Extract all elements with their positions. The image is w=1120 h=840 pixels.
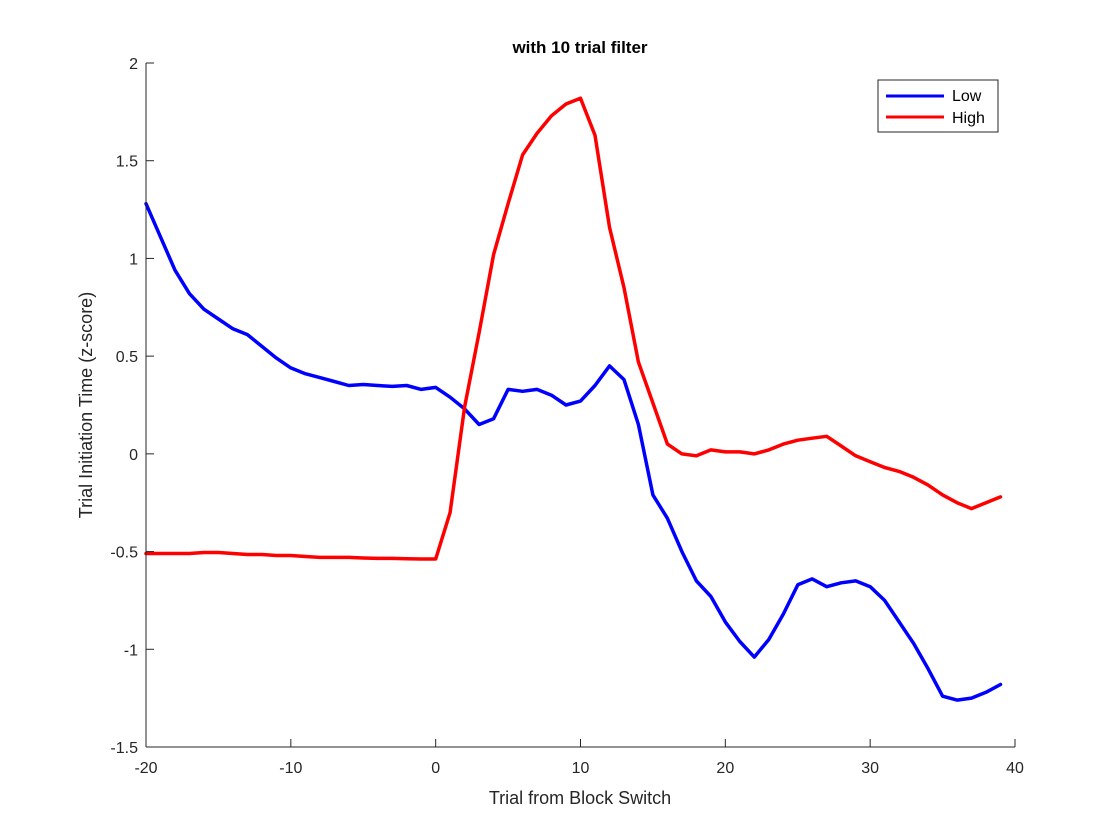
legend-label-low: Low <box>952 88 982 105</box>
x-tick-label: -20 <box>134 760 157 777</box>
y-tick-label: 0 <box>129 447 138 464</box>
y-ticks: -1.5 -1 -0.5 0 0.5 1 1.5 2 <box>110 56 154 757</box>
x-tick-label: 30 <box>861 760 879 777</box>
y-axis-label: Trial Initiation Time (z-score) <box>76 292 96 518</box>
y-tick-label: -1 <box>124 642 138 659</box>
legend: Low High <box>877 79 999 133</box>
y-tick-label: -1.5 <box>110 740 138 757</box>
y-tick-label: -0.5 <box>110 545 138 562</box>
series-lines <box>144 96 1003 702</box>
legend-label-high: High <box>952 110 985 127</box>
y-tick-label: 1.5 <box>116 154 138 171</box>
x-ticks: -20 -10 0 10 20 30 40 <box>134 739 1024 777</box>
x-tick-label: 40 <box>1006 760 1024 777</box>
y-tick-label: 1 <box>129 251 138 268</box>
chart-title: with 10 trial filter <box>511 38 647 57</box>
x-tick-label: 20 <box>716 760 734 777</box>
plot-background <box>146 63 1015 747</box>
series-line-low <box>144 201 1003 702</box>
series-line-high <box>144 96 1003 561</box>
legend-box <box>877 79 999 133</box>
y-tick-label: 2 <box>129 56 138 73</box>
x-tick-label: -10 <box>279 760 302 777</box>
x-axis-label: Trial from Block Switch <box>489 788 671 808</box>
x-tick-label: 10 <box>572 760 590 777</box>
y-tick-label: 0.5 <box>116 349 138 366</box>
x-tick-label: 0 <box>431 760 440 777</box>
